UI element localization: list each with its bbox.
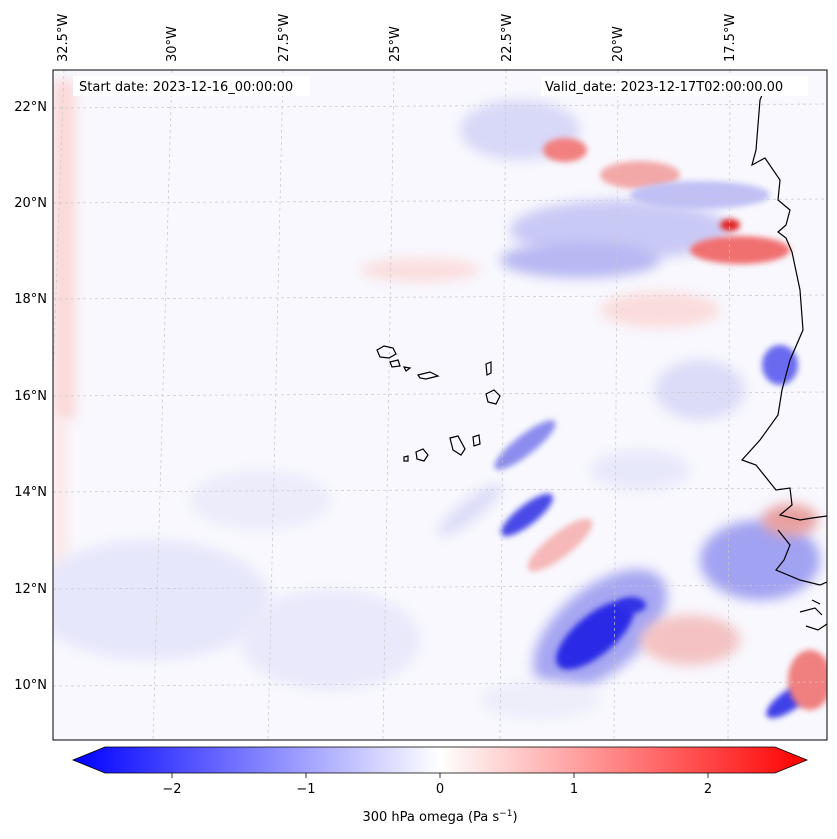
colorbar-tick-label: −2: [162, 782, 181, 797]
lon-gridline-30w: [152, 70, 173, 740]
omega-positive-cell: [690, 236, 790, 264]
colorbar-bar: [71, 746, 809, 774]
lon-gridline-27-5w: [267, 70, 284, 740]
lat-tick-label: 16°N: [14, 389, 47, 404]
omega-positive-cell: [788, 650, 827, 710]
cape-verde-sal: [485, 361, 492, 376]
lon-gridline-17-5w: [727, 70, 731, 740]
omega-negative-patch: [480, 680, 600, 720]
omega-negative-area: [700, 520, 820, 600]
cape-verde-boa-vista: [485, 389, 501, 405]
lon-tick-label: 22.5°W: [500, 14, 515, 62]
omega-positive-patch: [762, 504, 818, 536]
cape-verde-santa-luzia: [402, 366, 412, 372]
lon-tick-labels: 32.5°W 30°W 27.5°W 25°W 22.5°W 20°W 17.5…: [56, 14, 738, 62]
colorbar: −2 −1 0 1 2 300 hPa omega (Pa s−1): [71, 746, 809, 825]
omega-positive-cell: [720, 219, 740, 231]
omega-negative-patch: [240, 590, 420, 690]
bijagos-coast: [799, 599, 827, 631]
lat-tick-label: 20°N: [14, 196, 47, 211]
cape-verde-sao-vicente: [389, 359, 401, 368]
colorbar-tick-label: −1: [296, 782, 315, 797]
valid-label-box: [541, 76, 808, 96]
cape-verde-sao-nicolau: [417, 371, 440, 380]
colorbar-ticks: −2 −1 0 1 2: [162, 773, 712, 797]
colorbar-label: 300 hPa omega (Pa s−1): [362, 809, 517, 825]
cape-verde-fogo: [415, 448, 429, 462]
lon-gridline-22-5w: [499, 70, 507, 740]
africa-coastline-south: [775, 529, 827, 586]
cape-verde-maio: [472, 434, 481, 447]
colorbar-tick-label: 2: [704, 782, 712, 797]
start-date-label: Start date: 2023-12-16_00:00:00: [79, 80, 293, 95]
omega-positive-band-west: [53, 80, 75, 420]
lon-tick-label: 17.5°W: [723, 14, 738, 62]
coastlines: [376, 79, 827, 631]
valid-date-label: Valid_date: 2023-12-17T02:00:00.00: [545, 80, 783, 95]
cape-verde-brava: [403, 455, 409, 462]
lon-gridline-25w: [382, 70, 395, 740]
lat-tick-label: 12°N: [14, 582, 47, 597]
omega-negative-cell: [762, 345, 798, 385]
omega-negative-band: [500, 242, 660, 278]
lat-tick-labels: 22°N 20°N 18°N 16°N 14°N 12°N 10°N: [14, 100, 47, 693]
map-frame: [52, 69, 828, 741]
omega-positive-patch: [360, 258, 480, 282]
omega-positive-cell: [543, 138, 587, 162]
map-panel: Start date: 2023-12-16_00:00:00 Valid_da…: [52, 69, 828, 741]
graticule: [53, 70, 827, 740]
africa-coastline: [740, 79, 827, 521]
cape-verde-santiago: [449, 435, 466, 456]
omega-negative-patch: [655, 360, 745, 420]
omega-negative-patch: [53, 540, 270, 660]
omega-negative-band: [630, 181, 770, 209]
omega-positive-cell: [600, 161, 680, 189]
lat-tick-label: 14°N: [14, 485, 47, 500]
colorbar-tick-label: 1: [570, 782, 578, 797]
lon-tick-label: 20°W: [611, 26, 626, 62]
start-label-box: [73, 76, 310, 96]
omega-negative-band: [437, 484, 503, 536]
colorbar-label-close: ): [512, 810, 517, 825]
omega-negative-cell: [501, 493, 553, 537]
lat-tick-label: 10°N: [14, 678, 47, 693]
lat-tick-label: 18°N: [14, 292, 47, 307]
omega-positive-patch: [640, 615, 740, 665]
omega-negative-patch: [590, 450, 690, 490]
colorbar-tick-label: 0: [436, 782, 444, 797]
omega-field: [53, 80, 827, 720]
omega-negative-core: [618, 597, 646, 613]
lat-tick-label: 22°N: [14, 100, 47, 115]
colorbar-label-main: 300 hPa omega (Pa s: [362, 810, 499, 825]
lon-tick-label: 27.5°W: [277, 14, 292, 62]
omega-negative-band: [494, 420, 556, 470]
omega-positive-band: [527, 518, 593, 572]
cape-verde-santo-antao: [376, 345, 397, 359]
lon-tick-label: 30°W: [165, 26, 180, 62]
lon-tick-label: 32.5°W: [56, 14, 71, 62]
omega-positive-patch: [600, 292, 720, 328]
omega-negative-patch: [190, 470, 330, 530]
lon-tick-label: 25°W: [388, 26, 403, 62]
colorbar-label-exponent: −1: [499, 809, 512, 819]
lon-gridline-20w: [613, 70, 619, 740]
